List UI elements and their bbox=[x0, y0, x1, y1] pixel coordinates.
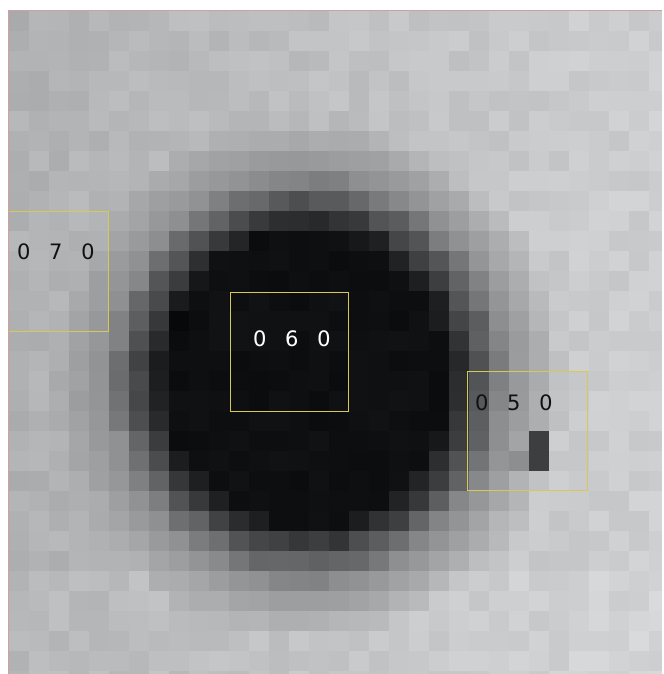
marker-label-070: 0 7 0 bbox=[17, 240, 101, 264]
image-viewport: 0 7 0 0 6 0 0 5 0 bbox=[8, 10, 662, 674]
grayscale-pixel-image bbox=[9, 11, 662, 674]
marker-box-060[interactable] bbox=[230, 292, 349, 412]
marker-label-060: 0 6 0 bbox=[253, 327, 337, 351]
marker-box-050[interactable] bbox=[467, 371, 588, 491]
marker-box-070[interactable] bbox=[9, 211, 109, 332]
marker-label-050: 0 5 0 bbox=[475, 391, 559, 415]
